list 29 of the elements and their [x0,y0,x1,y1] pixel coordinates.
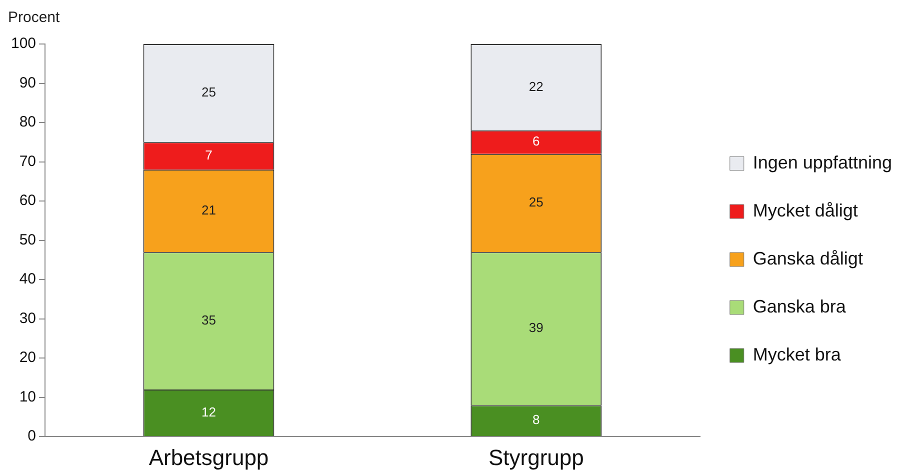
x-tick-label: Arbetsgrupp [148,444,269,470]
data-label: 25 [202,84,216,100]
data-label: 39 [528,320,544,336]
legend-label: Ganska bra [752,296,847,316]
y-tick-label: 80 [19,114,36,131]
y-tick-label: 100 [10,35,36,52]
y-tick-label: 40 [19,270,36,288]
data-label: 35 [202,312,216,328]
y-tick-label: 10 [19,388,36,406]
data-label: 22 [528,78,544,94]
y-tick-label: 70 [19,152,36,170]
y-axis-title: Procent [8,9,61,26]
legend-label: Mycket bra [752,344,842,364]
y-tick-label: 60 [19,192,36,210]
y-tick-label: 0 [28,428,36,445]
y-tick-label: 50 [19,231,36,248]
data-label: 21 [202,202,216,218]
y-tick-label: 20 [19,349,36,366]
data-label: 25 [528,194,544,210]
legend-label: Ingen uppfattning [752,152,892,172]
y-tick-label: 30 [19,310,36,327]
x-tick-label: Styrgrupp [488,444,584,470]
data-label: 12 [202,404,216,420]
y-tick-label: 90 [19,74,36,92]
data-label: 6 [532,134,540,149]
data-label: 8 [532,412,540,428]
legend-label: Ganska dåligt [752,248,863,268]
legend-label: Mycket dåligt [752,200,858,220]
data-label: 7 [205,147,212,162]
